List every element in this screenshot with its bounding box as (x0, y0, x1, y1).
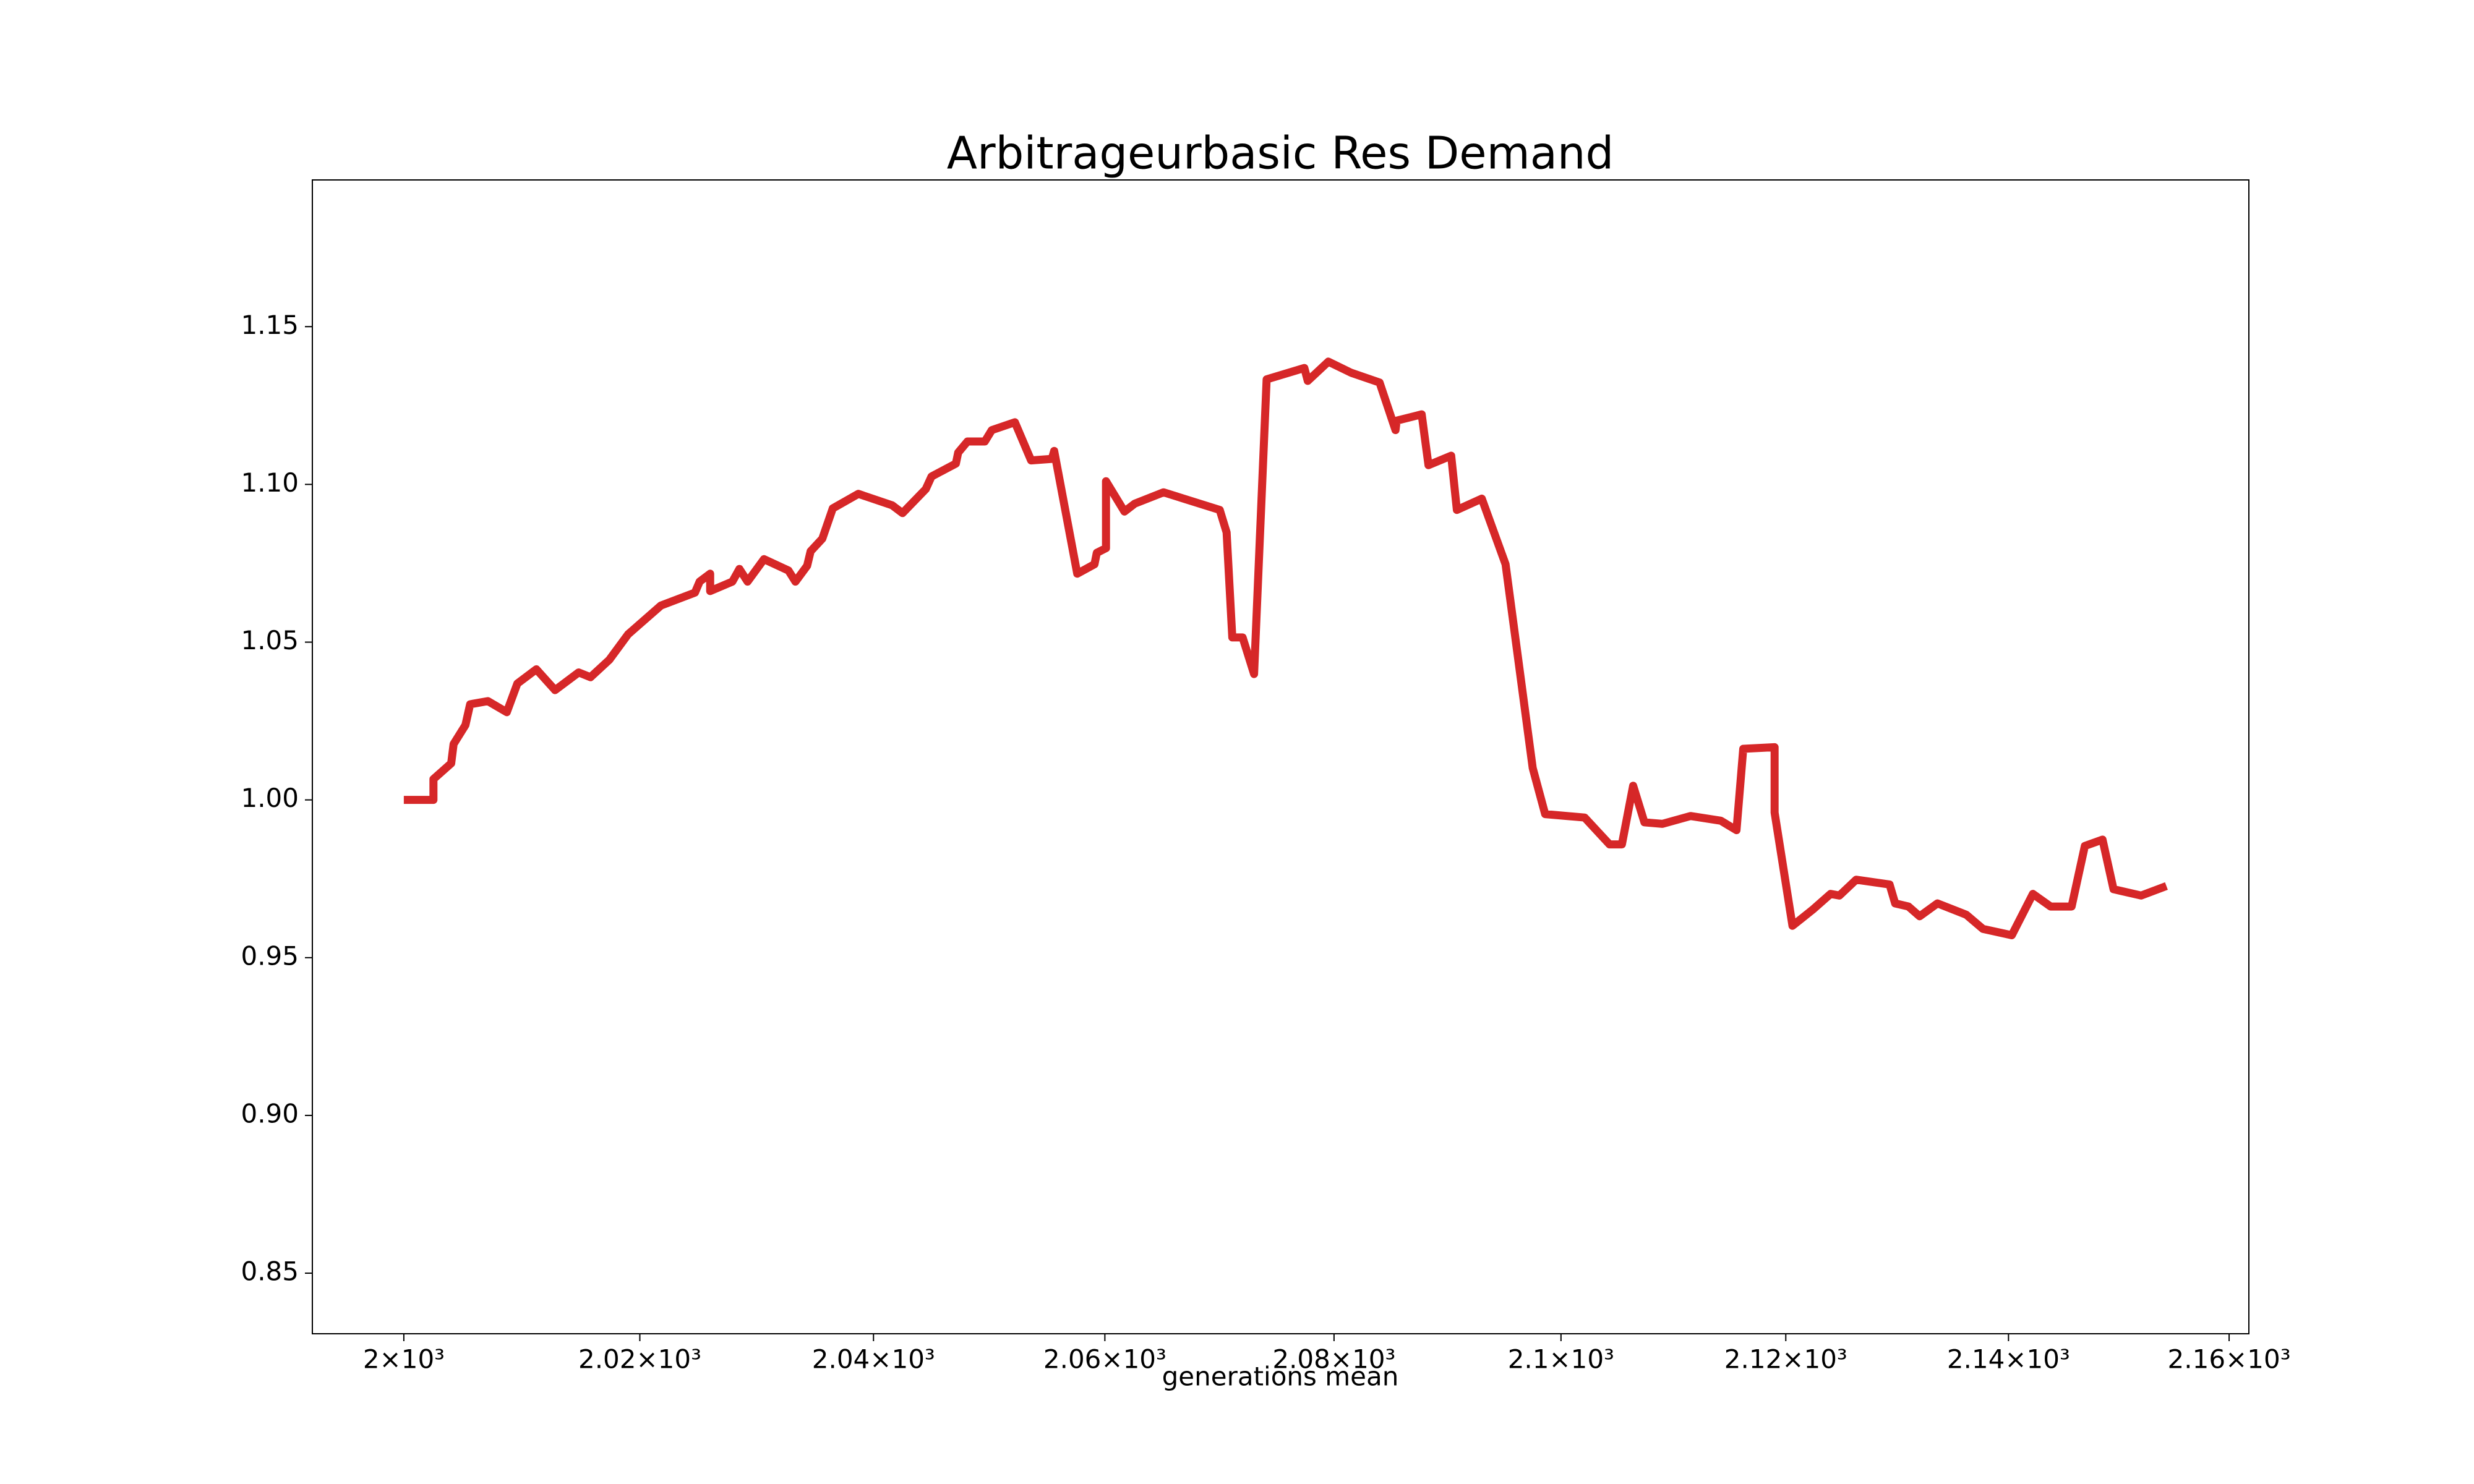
x-tick-label: 2.02×10³ (578, 1344, 701, 1375)
y-tick-label: 0.85 (241, 1256, 299, 1287)
y-tick-label: 1.15 (241, 310, 299, 340)
data-line (403, 357, 2168, 939)
y-tick-label: 1.00 (241, 783, 299, 813)
x-tick-label: 2.16×10³ (2168, 1344, 2291, 1375)
x-tick-label: 2.1×10³ (1508, 1344, 1614, 1375)
y-tick-label: 0.90 (241, 1098, 299, 1128)
y-tick-label: 0.95 (241, 940, 299, 971)
x-tick-label: 2.06×10³ (1043, 1344, 1166, 1375)
x-tick-label: 2.08×10³ (1272, 1344, 1395, 1375)
x-axis-label: generations mean (1162, 1362, 1399, 1392)
y-tick-label: 1.10 (241, 467, 299, 498)
x-tick-label: 2.14×10³ (1947, 1344, 2070, 1375)
x-tick-label: 2.12×10³ (1724, 1344, 1847, 1375)
y-tick-label: 1.05 (241, 625, 299, 655)
x-tick-label: 2.04×10³ (812, 1344, 935, 1375)
x-tick-label: 2×10³ (363, 1344, 445, 1375)
chart-title: Arbitrageurbasic Res Demand (947, 127, 1614, 179)
axes-frame (312, 179, 2249, 1334)
